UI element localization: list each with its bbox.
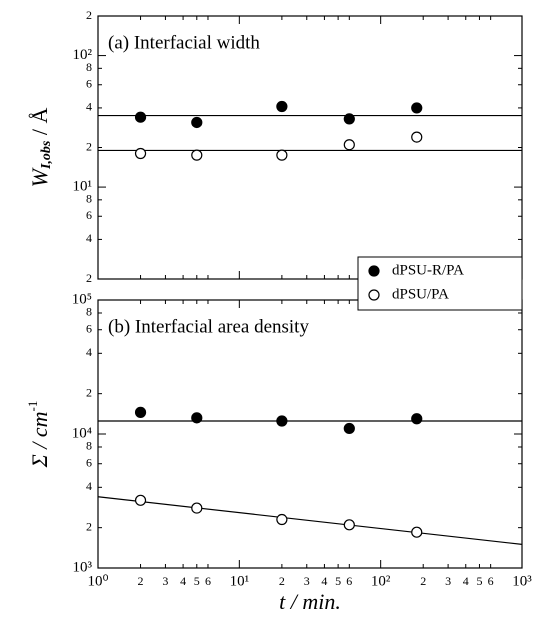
panel-title: (a) Interfacial width (108, 32, 260, 53)
x-tick-label: 3 (162, 574, 168, 588)
y-label-main: Σ / cm (27, 412, 52, 469)
y-tick-label: 6 (86, 321, 92, 335)
plot-frame (97, 299, 523, 569)
data-point (276, 149, 288, 161)
plot-frame (97, 15, 523, 280)
x-tick-label: 3 (445, 574, 451, 588)
x-tick-label: 10² (371, 573, 391, 589)
x-tick-label: 2 (279, 574, 285, 588)
data-point (411, 131, 423, 143)
data-point (276, 100, 288, 113)
data-point (191, 116, 203, 129)
data-point (276, 415, 288, 427)
y-tick-label: 8 (86, 192, 92, 206)
data-point (411, 526, 423, 538)
y-tick-label: 6 (86, 208, 92, 222)
x-tick-label: 10³ (512, 573, 532, 589)
y-tick-label: 10⁴ (72, 425, 92, 441)
x-tick-label: 4 (463, 574, 469, 588)
data-point (343, 519, 355, 531)
y-tick-label: 4 (86, 345, 92, 359)
data-point (343, 139, 355, 151)
x-tick-label: 10⁰ (87, 573, 108, 589)
y-tick-label: 6 (86, 77, 92, 91)
y-tick-label: 4 (86, 100, 92, 114)
x-tick-label: 3 (304, 574, 310, 588)
legend-label: dPSU-R/PA (392, 262, 464, 278)
x-tick-label: 2 (420, 574, 426, 588)
x-tick-label: 2 (138, 574, 144, 588)
panel-title: (b) Interfacial area density (108, 316, 309, 337)
y-axis-label: WI,obs / Å (27, 108, 54, 188)
y-tick-label: 10¹ (73, 179, 93, 195)
y-tick-label: 2 (86, 271, 92, 285)
y-tick-label: 6 (86, 455, 92, 469)
y-tick-label: 10² (73, 47, 93, 63)
x-axis-label: t / min. (279, 589, 341, 614)
y-tick-label: 8 (86, 305, 92, 319)
y-tick-label: 2 (86, 8, 92, 22)
y-tick-label: 2 (86, 139, 92, 153)
data-point (411, 102, 423, 114)
y-label-sub: I,obs (39, 140, 54, 170)
y-tick-label: 10³ (73, 559, 93, 575)
y-tick-label: 4 (86, 231, 92, 245)
x-tick-label: 6 (346, 574, 352, 588)
x-tick-label: 6 (205, 574, 211, 588)
legend-box (357, 256, 523, 311)
x-tick-label: 6 (488, 574, 494, 588)
y-tick-label: 2 (86, 519, 92, 533)
legend-marker (368, 265, 380, 277)
x-tick-label: 4 (321, 574, 327, 588)
y-tick-label: 2 (86, 385, 92, 399)
y-label-main: W (27, 167, 52, 187)
data-point (134, 494, 147, 506)
y-tick-label: 10⁵ (72, 291, 92, 307)
data-point (191, 412, 203, 424)
x-tick-label: 5 (194, 574, 200, 588)
legend-label: dPSU/PA (392, 286, 449, 302)
data-point (343, 113, 355, 125)
data-point (411, 413, 423, 425)
y-tick-label: 4 (86, 479, 92, 493)
data-point (343, 422, 355, 435)
x-tick-label: 10¹ (230, 573, 250, 589)
y-label-rest: / Å (27, 108, 52, 141)
data-point (191, 502, 203, 514)
y-tick-label: 8 (86, 60, 92, 74)
y-axis-label: Σ / cm-1 (25, 401, 52, 469)
data-point (134, 406, 147, 418)
x-tick-label: 4 (180, 574, 186, 588)
x-tick-label: 5 (335, 574, 341, 588)
data-point (134, 147, 147, 160)
x-tick-label: 5 (476, 574, 482, 588)
y-tick-label: 8 (86, 439, 92, 453)
data-point (191, 149, 203, 161)
data-point (134, 111, 147, 123)
fit-line (97, 496, 523, 546)
data-point (276, 513, 288, 526)
legend-marker (368, 289, 380, 301)
y-label-sup: -1 (25, 401, 40, 412)
